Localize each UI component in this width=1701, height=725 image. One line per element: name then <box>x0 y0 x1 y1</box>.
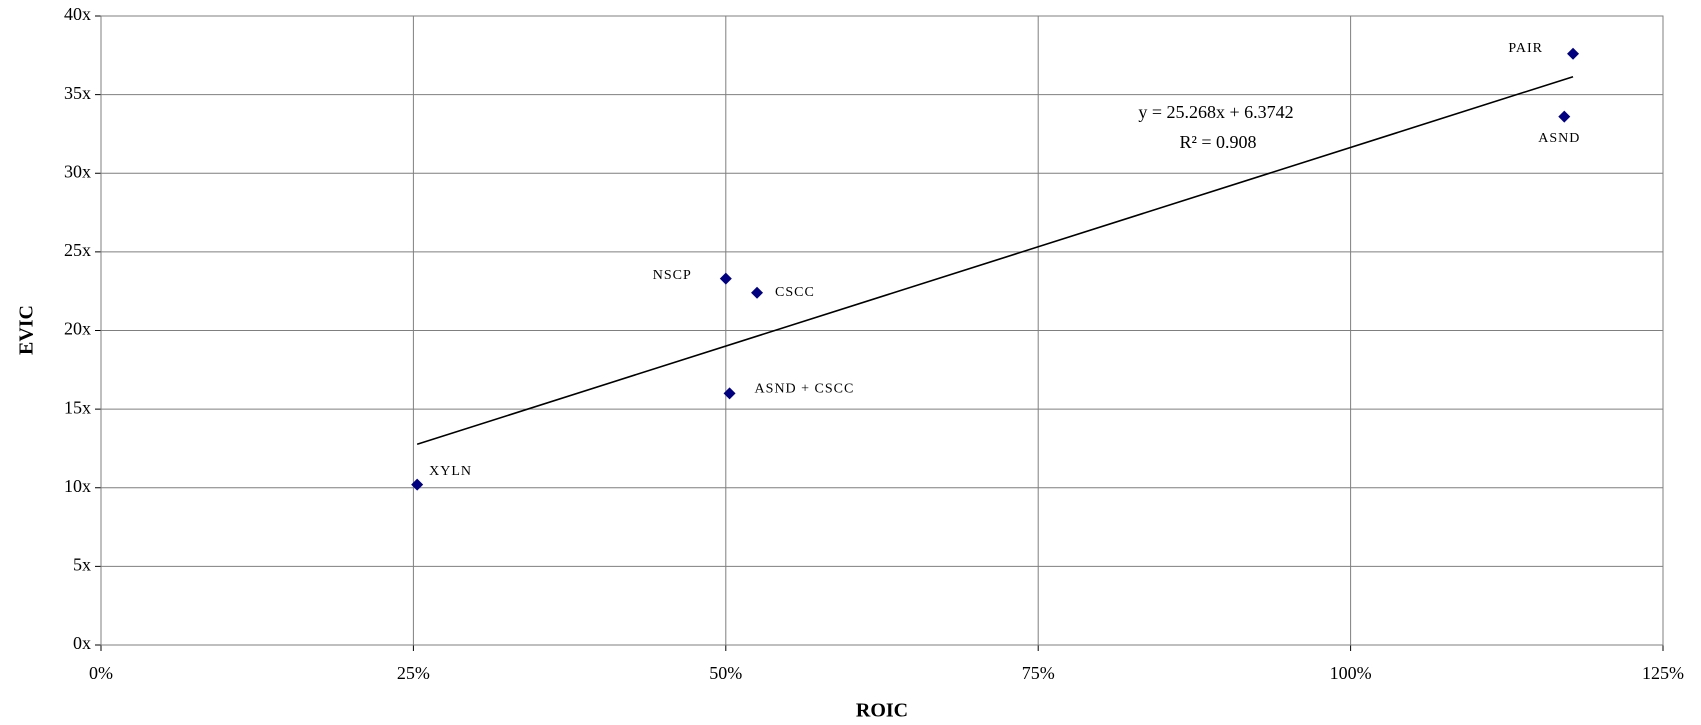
point-label: ASND <box>1538 131 1580 146</box>
y-tick-label: 5x <box>73 555 91 575</box>
x-tick-label: 25% <box>397 663 430 683</box>
y-tick-label: 20x <box>64 319 91 339</box>
x-axis-title: ROIC <box>856 700 908 722</box>
y-tick-label: 25x <box>64 240 91 260</box>
x-tick-label: 75% <box>1022 663 1055 683</box>
point-label: ASND + CSCC <box>755 382 855 397</box>
point <box>751 286 764 299</box>
point <box>1567 47 1580 60</box>
x-tick-label: 125% <box>1642 663 1684 683</box>
x-tick-label: 100% <box>1330 663 1372 683</box>
y-tick-label: 15x <box>64 397 91 417</box>
y-tick-label: 0x <box>73 633 91 653</box>
point-label: NSCP <box>653 268 692 283</box>
plot-border <box>100 15 1664 646</box>
x-tick-label: 0% <box>89 663 113 683</box>
x-tick-label: 50% <box>709 663 742 683</box>
point-label: PAIR <box>1508 41 1543 56</box>
trendline-r2: R² = 0.908 <box>1179 132 1256 152</box>
point <box>723 387 736 400</box>
point-label: XYLN <box>429 464 472 479</box>
y-tick-label: 40x <box>64 4 91 24</box>
point <box>411 478 424 491</box>
y-axis-title: EVIC <box>16 305 38 355</box>
y-tick-label: 30x <box>64 161 91 181</box>
trendline-equation: y = 25.268x + 6.3742 <box>1138 102 1293 122</box>
y-tick-label: 10x <box>64 476 91 496</box>
trendline <box>416 75 1574 446</box>
y-tick-label: 35x <box>64 83 91 103</box>
point <box>719 272 732 285</box>
point <box>1558 110 1571 123</box>
point-label: CSCC <box>775 285 815 300</box>
